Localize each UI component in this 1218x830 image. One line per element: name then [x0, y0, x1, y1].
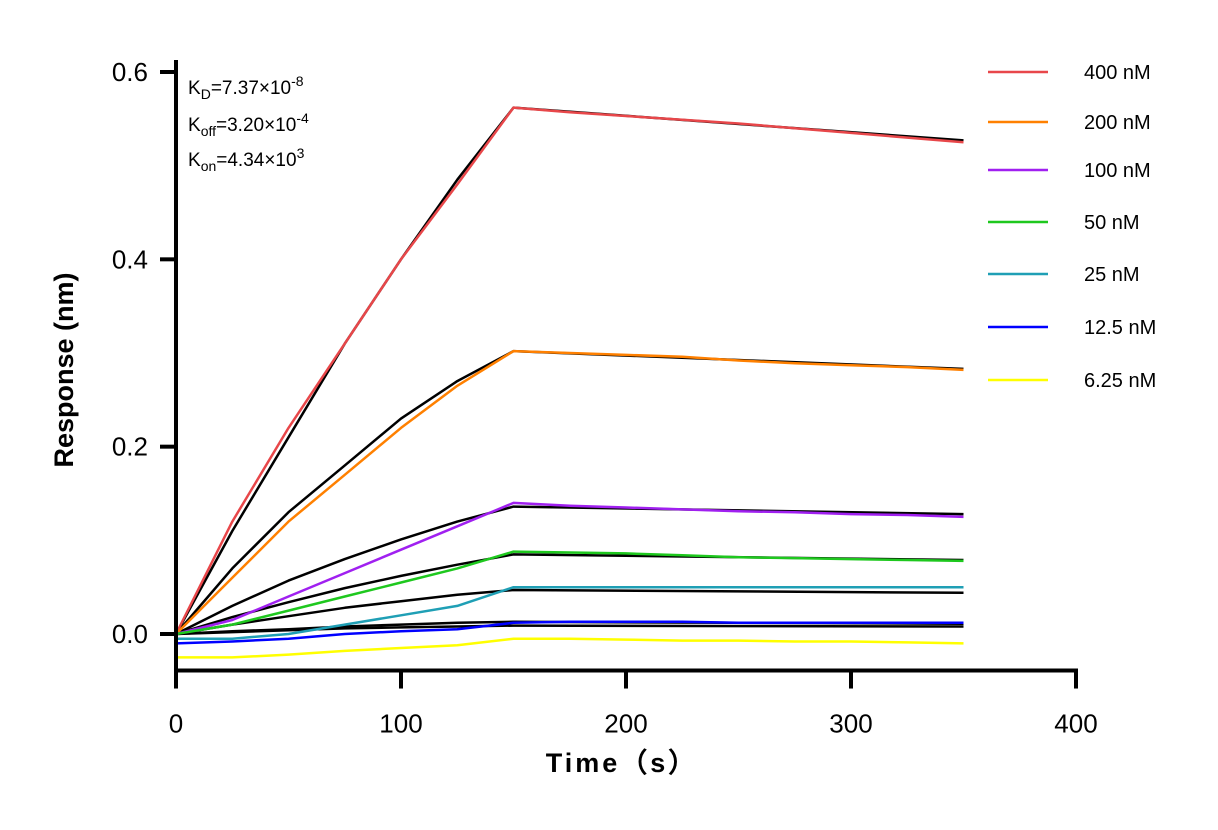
legend-label: 50 nM — [1084, 212, 1140, 234]
koff-annotation: Koff=3.20×10-4 — [188, 110, 309, 139]
series-line-12-5-nM — [175, 620, 964, 645]
kinetic-annotations: KD=7.37×10-8 Koff=3.20×10-4 Kon=4.34×103 — [188, 73, 309, 174]
x-tick-label: 400 — [1054, 709, 1097, 739]
y-tick-label: 0.6 — [112, 57, 148, 87]
legend-label: 12.5 nM — [1084, 317, 1156, 339]
x-tick-label: 0 — [169, 709, 183, 739]
y-tick-label: 0.2 — [112, 432, 148, 462]
series-line-50-nM — [175, 550, 964, 636]
y-tick-label: 0.0 — [112, 619, 148, 649]
kon-annotation: Kon=4.34×103 — [188, 145, 305, 174]
legend-label: 100 nM — [1084, 160, 1151, 182]
series-line-100-nM — [175, 501, 964, 636]
x-axis-title: Time（s） — [546, 748, 699, 778]
x-tick-label: 200 — [604, 709, 647, 739]
axes: 0.0 0.2 0.4 0.6 0 100 200 300 400 — [112, 57, 1098, 739]
legend: 400 nM 200 nM 100 nM 50 nM 25 nM 12.5 nM 6.25 … — [988, 62, 1156, 392]
fit-line-50-nM — [175, 553, 964, 636]
series-line-25-nM — [176, 585, 964, 640]
legend-label: 400 nM — [1084, 62, 1151, 84]
legend-label: 6.25 nM — [1084, 370, 1156, 392]
legend-label: 200 nM — [1084, 112, 1151, 134]
data-series — [174, 106, 964, 659]
fit-curves — [174, 106, 964, 636]
fit-line-6-25-nM — [175, 624, 964, 636]
x-tick-label: 100 — [379, 709, 422, 739]
y-axis-title: Response (nm) — [49, 272, 79, 467]
legend-label: 25 nM — [1084, 264, 1140, 286]
series-line-400-nM — [174, 106, 964, 635]
series-line-6-25-nM — [176, 637, 964, 659]
y-tick-label: 0.4 — [112, 244, 148, 274]
kd-annotation: KD=7.37×10-8 — [188, 73, 304, 102]
series-line-200-nM — [175, 349, 964, 635]
fit-line-100-nM — [175, 505, 964, 636]
x-tick-label: 300 — [829, 709, 872, 739]
